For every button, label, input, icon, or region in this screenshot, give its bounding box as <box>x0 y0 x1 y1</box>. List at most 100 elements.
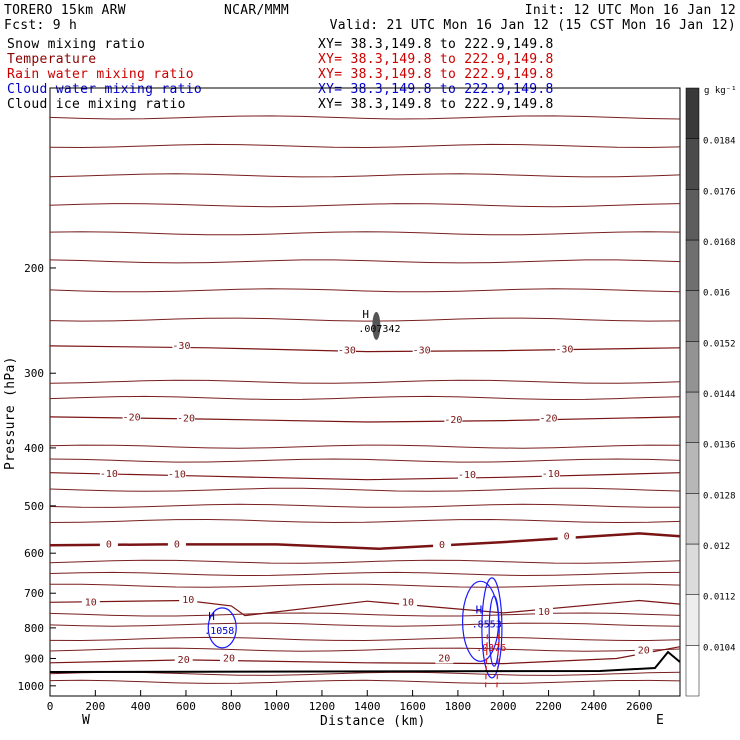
field-xy-0: XY= 38.3,149.8 to 222.9,149.8 <box>318 37 554 52</box>
x-tick-label: 2000 <box>490 700 517 713</box>
colorbar-segment <box>685 645 700 697</box>
colorbar-segment <box>685 341 700 393</box>
contour-label: 10 <box>85 597 97 608</box>
isotherm-20 <box>49 646 681 665</box>
colorbar-segment <box>685 239 700 291</box>
contour-label: 0 <box>564 532 570 543</box>
y-tick-label: 700 <box>24 587 44 600</box>
colorbar-unit: g kg⁻¹ <box>704 86 737 96</box>
forecast-hour: Fcst: 9 h <box>4 18 77 33</box>
reference-contour <box>49 379 681 384</box>
contour-label-bg <box>433 537 452 550</box>
contour-label: 10 <box>538 607 550 618</box>
reference-contour <box>49 622 681 627</box>
contour-label: -10 <box>100 469 118 480</box>
contour-label-bg <box>539 411 558 424</box>
contour-label-bg <box>541 466 560 479</box>
colorbar-tick: 0.0184 <box>703 137 736 147</box>
field-label-3: Cloud water mixing ratio <box>7 82 202 97</box>
colorbar-tick: 0.0176 <box>703 187 736 197</box>
contour-label-bg <box>412 343 431 356</box>
marker-value: .0376 <box>476 643 506 654</box>
y-tick-label: 300 <box>24 367 44 380</box>
reference-contour <box>49 559 681 564</box>
reference-contour <box>49 636 681 642</box>
reference-contour <box>49 173 681 178</box>
rain-contour <box>484 634 488 689</box>
marker-h: H <box>476 603 483 616</box>
contour-label: 20 <box>178 655 190 666</box>
reference-contour <box>49 571 681 577</box>
contour-label: -30 <box>338 346 356 357</box>
reference-contour <box>49 115 681 120</box>
reference-contour <box>49 679 681 684</box>
colorbar-segment <box>685 87 700 139</box>
terrain-line <box>49 650 681 673</box>
colorbar-tick: 0.0136 <box>703 441 736 451</box>
x-tick-label: 2200 <box>535 700 562 713</box>
reference-contour <box>49 231 681 236</box>
reference-contour <box>49 503 680 508</box>
colorbar-segment <box>685 594 700 646</box>
field-xy-1: XY= 38.3,149.8 to 222.9,149.8 <box>318 52 554 67</box>
x-tick-label: 1800 <box>445 700 472 713</box>
contour-label: 0 <box>439 540 445 551</box>
x-tick-label: 600 <box>176 700 196 713</box>
contour-label-bg <box>634 643 653 656</box>
contour-label: -10 <box>542 469 560 480</box>
colorbar-segment <box>685 189 700 241</box>
contour-label: -20 <box>540 413 558 424</box>
contour-label-bg <box>172 338 191 351</box>
y-tick-label: 500 <box>24 500 44 513</box>
y-tick-label: 1000 <box>18 680 45 693</box>
y-tick-label: 200 <box>24 262 44 275</box>
reference-contour <box>49 259 681 264</box>
x-tick-label: 800 <box>221 700 241 713</box>
field-label-2: Rain water mixing ratio <box>7 67 194 82</box>
y-tick-label: 900 <box>24 652 44 665</box>
snow-blob <box>372 311 381 340</box>
init-time: Init: 12 UTC Mon 16 Jan 12 <box>525 3 736 18</box>
isotherm--10 <box>49 472 681 481</box>
reference-contour <box>49 143 681 149</box>
contour-label: 0 <box>106 539 112 550</box>
reference-contour <box>49 458 681 463</box>
y-tick-label: 600 <box>24 547 44 560</box>
reference-contour <box>49 444 681 449</box>
contour-label: 20 <box>438 653 450 664</box>
y-axis-label: Pressure (hPa) <box>3 356 18 470</box>
reference-contour <box>49 583 681 588</box>
plot-area: -30 -30 -30 -30 -20 -20 -20 -20 -10 -10 -10 -10 0 0 0 0… <box>49 115 681 689</box>
colorbar-tick: 0.0168 <box>703 238 736 248</box>
center-title: NCAR/MMM <box>224 3 289 18</box>
contour-label-bg <box>457 468 476 481</box>
colorbar-tick: 0.0128 <box>703 491 736 501</box>
contour-label-bg <box>555 342 574 355</box>
colorbar-segment <box>685 138 700 190</box>
field-label-0: Snow mixing ratio <box>7 37 145 52</box>
colorbar-segment <box>685 290 700 342</box>
isotherm-0 <box>49 532 681 551</box>
marker-value: .1058 <box>204 626 234 637</box>
x-tick-label: 1400 <box>354 700 381 713</box>
contour-label-bg <box>435 651 454 664</box>
x-tick-label: 200 <box>85 700 105 713</box>
cloud-water-contour <box>488 595 500 667</box>
colorbar-tick: 0.0104 <box>703 643 736 653</box>
x-tick-label: 0 <box>47 700 54 713</box>
axes: 0 200 400 600 800 1000 1200 1400 1600 1800 2000 220… <box>18 262 653 713</box>
reference-contour <box>49 288 681 293</box>
field-label-1: Temperature <box>7 52 96 67</box>
reference-contour <box>49 317 681 322</box>
contour-label-bg <box>122 410 141 423</box>
marker-h: H <box>208 610 215 623</box>
contour-label: -20 <box>177 413 195 424</box>
colorbar: 0.0104 0.0112 0.012 0.0128 0.0136 0.0144 0.015… <box>685 87 736 697</box>
colorbar-segment <box>685 543 700 595</box>
colorbar-segment <box>685 493 700 545</box>
x-tick-label: 2600 <box>626 700 653 713</box>
isotherm--30 <box>49 345 681 353</box>
contour-label: 0 <box>174 539 180 550</box>
contour-label-bg <box>399 595 418 608</box>
field-xy-3: XY= 38.3,149.8 to 222.9,149.8 <box>318 82 554 97</box>
